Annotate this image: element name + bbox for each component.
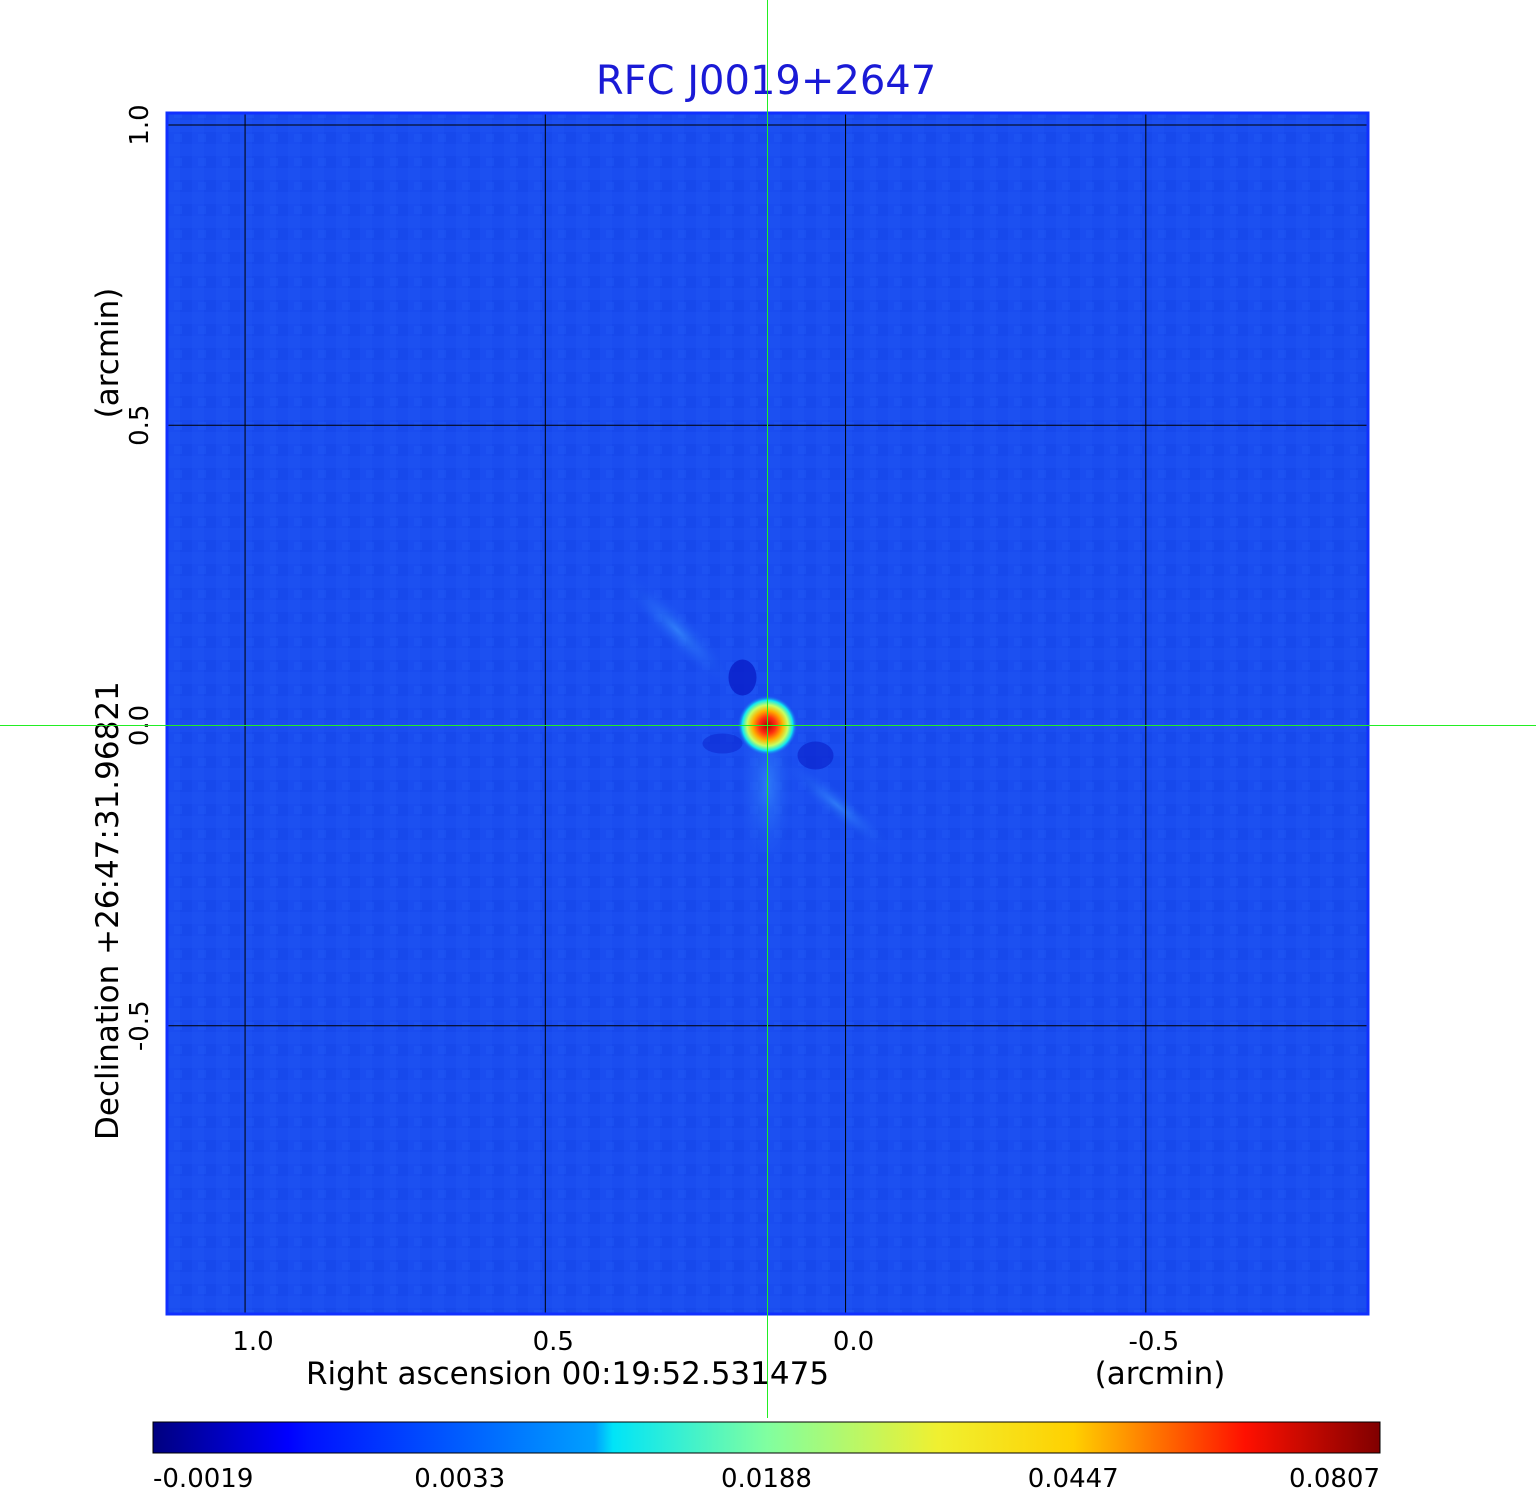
colorbar: -0.0019 0.0033 0.0188 0.0447 0.0807 — [152, 1421, 1381, 1494]
source-sidelobe-southwest — [783, 759, 892, 852]
x-axis-label: Right ascension 00:19:52.531475 — [306, 1356, 829, 1392]
colorbar-tick-label: 0.0033 — [414, 1464, 505, 1494]
colorbar-tick-label: 0.0188 — [721, 1464, 812, 1494]
x-tick-label: 0.0 — [833, 1327, 874, 1357]
colorbar-tick-label: 0.0807 — [1289, 1464, 1380, 1494]
chart-title: RFC J0019+2647 — [596, 58, 936, 104]
colorbar-gradient — [152, 1421, 1381, 1454]
y-tick-label: -0.5 — [125, 1000, 155, 1051]
x-tick-label: 0.5 — [533, 1327, 574, 1357]
x-tick-label: -0.5 — [1128, 1327, 1179, 1357]
x-axis-unit: (arcmin) — [1095, 1356, 1226, 1392]
source-sidelobe-northeast — [619, 572, 736, 689]
y-tick-label: 0.5 — [125, 405, 155, 446]
source-negative-lobe-southeast — [702, 733, 743, 754]
y-axis-label: Declination +26:47:31.96821 — [90, 681, 126, 1140]
source-negative-lobe-north — [728, 659, 757, 696]
source-negative-lobe-southwest — [797, 741, 834, 770]
y-axis-unit: (arcmin) — [90, 288, 126, 419]
x-tick-label: 1.0 — [232, 1327, 273, 1357]
colorbar-tick-label: 0.0447 — [1028, 1464, 1119, 1494]
colorbar-tick-label: -0.0019 — [153, 1464, 253, 1494]
y-tick-label: 1.0 — [125, 104, 155, 145]
